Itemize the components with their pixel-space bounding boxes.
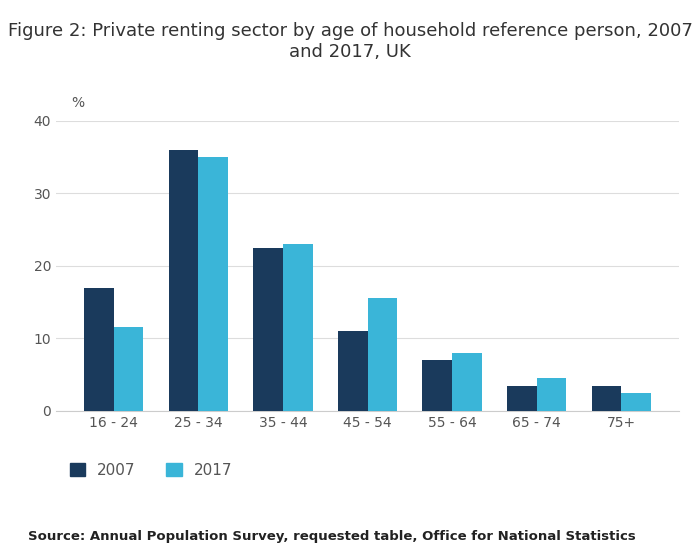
- Bar: [592, 386, 621, 411]
- Text: Figure 2: Private renting sector by age of household reference person, 2007
and : Figure 2: Private renting sector by age …: [8, 22, 692, 61]
- Bar: [84, 288, 114, 411]
- Bar: [253, 248, 283, 411]
- Bar: [198, 157, 228, 411]
- Bar: [537, 378, 566, 411]
- Legend: 2007, 2017: 2007, 2017: [64, 456, 239, 484]
- Bar: [283, 244, 313, 411]
- Bar: [621, 393, 651, 411]
- Bar: [452, 353, 482, 411]
- Bar: [114, 328, 144, 411]
- Bar: [338, 331, 368, 411]
- Text: %: %: [71, 96, 85, 110]
- Bar: [368, 299, 397, 411]
- Bar: [169, 150, 198, 411]
- Text: Source: Annual Population Survey, requested table, Office for National Statistic: Source: Annual Population Survey, reques…: [28, 529, 636, 543]
- Bar: [507, 386, 537, 411]
- Bar: [422, 360, 452, 411]
